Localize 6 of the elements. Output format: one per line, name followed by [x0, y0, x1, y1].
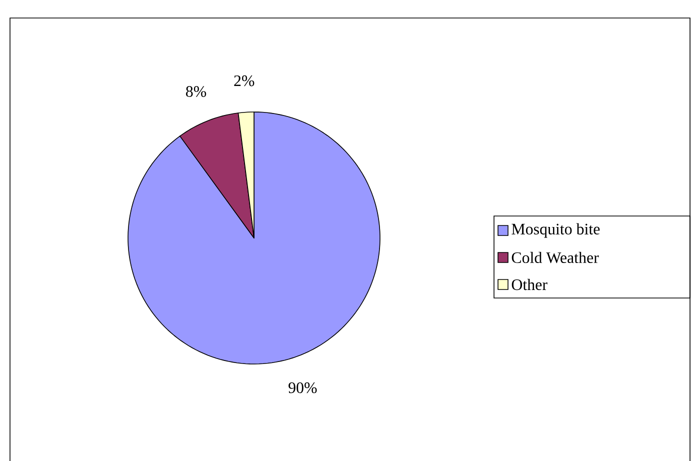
legend-label: Other — [512, 278, 548, 290]
data-label: 90% — [288, 382, 317, 394]
data-label: 8% — [186, 86, 206, 97]
legend-label: Mosquito bite — [512, 223, 600, 238]
data-label: 2% — [234, 75, 254, 86]
legend-label: Cold Weather — [512, 252, 599, 264]
